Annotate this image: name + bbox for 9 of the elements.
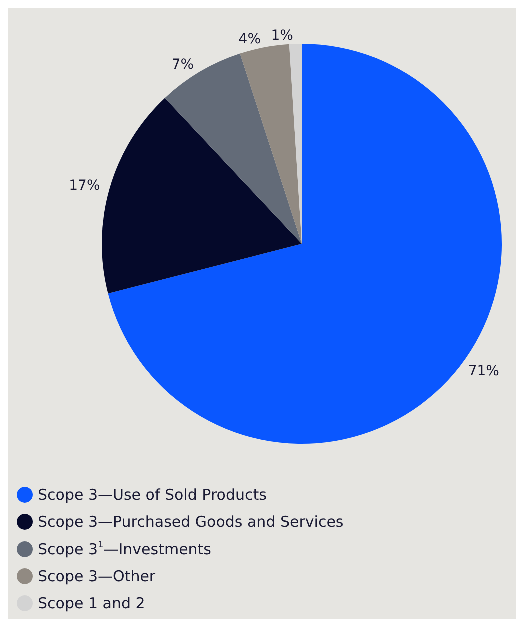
- data-label: 4%: [238, 32, 262, 48]
- data-label: 17%: [69, 178, 100, 194]
- data-label: 71%: [468, 363, 500, 380]
- data-label: 7%: [172, 56, 194, 73]
- legend-label: Scope 3—Use of Sold Products: [38, 486, 268, 504]
- legend-label: Scope 3—Purchased Goods and Services: [38, 513, 344, 531]
- legend-label: Scope 1 and 2: [38, 594, 146, 612]
- legend-label: Scope 3—Other: [38, 568, 156, 586]
- data-label: 1%: [271, 28, 294, 44]
